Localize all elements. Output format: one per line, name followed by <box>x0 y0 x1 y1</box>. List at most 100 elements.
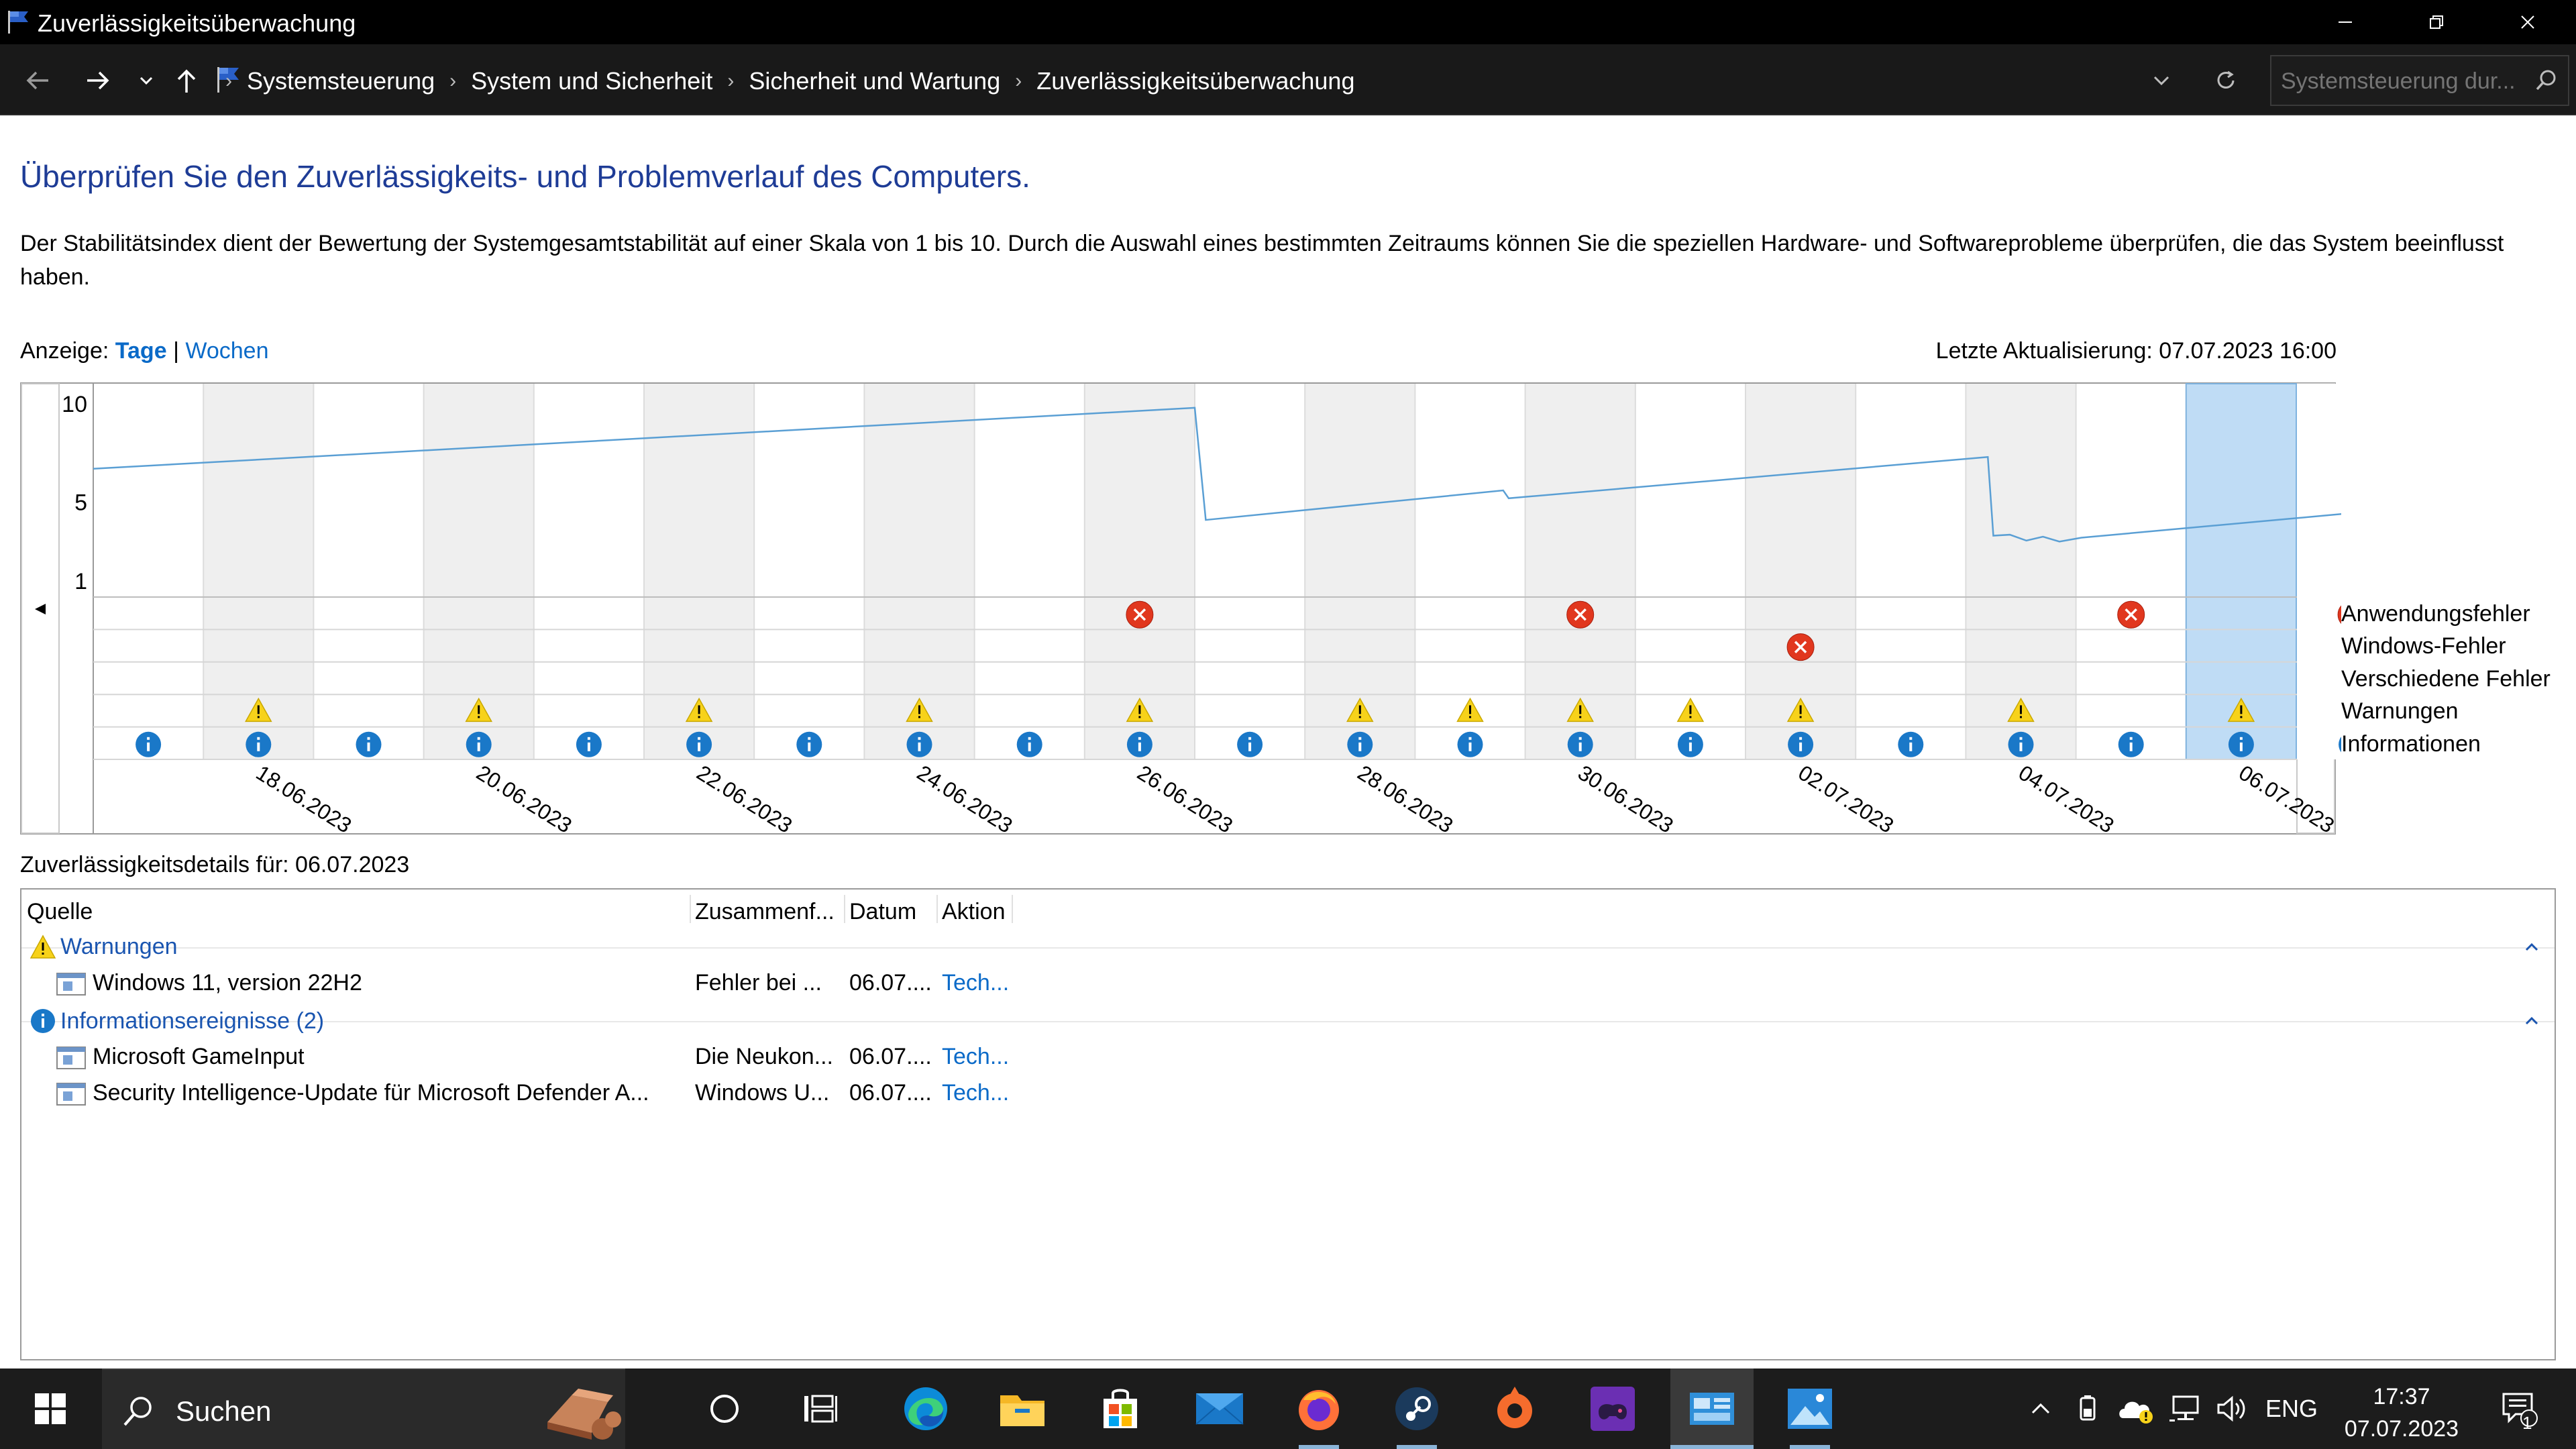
breadcrumb-systemsteuerung[interactable]: Systemsteuerung <box>247 67 435 95</box>
start-button[interactable] <box>13 1368 87 1449</box>
day-column[interactable] <box>1635 384 1746 759</box>
group-header-warnings[interactable]: Warnungen <box>30 934 178 960</box>
collapse-icon[interactable] <box>2522 938 2541 957</box>
column-header-action[interactable]: Aktion <box>942 899 1006 924</box>
breadcrumb-zuverlaessigkeitsueberwachung[interactable]: Zuverlässigkeitsüberwachung <box>1036 67 1355 95</box>
details-list[interactable]: Quelle Zusammenf... Datum Aktion Warnung… <box>20 888 2556 1360</box>
chevron-up-icon <box>2031 1403 2050 1414</box>
row-source: Windows 11, version 22H2 <box>93 970 362 996</box>
restore-button[interactable] <box>2391 0 2482 44</box>
row-action-link[interactable]: Tech... <box>942 970 1010 996</box>
day-column[interactable] <box>93 384 204 759</box>
day-column[interactable] <box>423 384 534 759</box>
column-header-summary[interactable]: Zusammenf... <box>695 899 835 924</box>
day-column[interactable] <box>533 384 644 759</box>
day-column[interactable] <box>2296 384 2341 759</box>
forward-button[interactable] <box>79 62 117 99</box>
stability-index-line <box>93 407 2341 543</box>
search-box[interactable] <box>2270 55 2569 106</box>
selected-day-column[interactable] <box>2186 384 2296 759</box>
info-icon[interactable] <box>2339 732 2341 757</box>
day-column[interactable] <box>1746 384 1856 759</box>
address-dropdown-button[interactable] <box>2143 62 2180 99</box>
row-action-link[interactable]: Tech... <box>942 1080 1010 1106</box>
day-column[interactable] <box>644 384 755 759</box>
back-button[interactable] <box>19 62 56 99</box>
task-view-button[interactable] <box>792 1368 848 1449</box>
day-column[interactable] <box>1966 384 2076 759</box>
day-column[interactable] <box>1415 384 1525 759</box>
day-column[interactable] <box>1305 384 1415 759</box>
taskbar-app-photos[interactable] <box>1776 1368 1843 1449</box>
minimize-button[interactable] <box>2300 0 2391 44</box>
column-divider[interactable] <box>936 895 938 923</box>
tray-language-button[interactable]: ENG <box>2262 1368 2321 1449</box>
recent-locations-button[interactable] <box>127 62 165 99</box>
breadcrumb-system-und-sicherheit[interactable]: System und Sicherheit <box>471 67 713 95</box>
warning-icon-dot <box>1469 716 1471 718</box>
taskbar-app-origin[interactable] <box>1481 1368 1548 1449</box>
column-divider[interactable] <box>690 895 691 923</box>
windows-logo-icon <box>35 1393 66 1424</box>
cortana-button[interactable] <box>698 1368 751 1449</box>
row-action-link[interactable]: Tech... <box>942 1044 1010 1069</box>
taskbar-search[interactable]: Suchen <box>102 1368 625 1449</box>
day-column[interactable] <box>754 384 865 759</box>
photos-icon <box>1788 1389 1832 1429</box>
day-column[interactable] <box>203 384 314 759</box>
taskbar-app-firefox[interactable] <box>1285 1368 1352 1449</box>
group-title: Warnungen <box>60 934 178 959</box>
store-icon <box>1104 1389 1137 1428</box>
tray-battery-button[interactable] <box>2066 1368 2109 1449</box>
view-weeks-link[interactable]: Wochen <box>185 338 269 364</box>
taskbar-app-edge[interactable] <box>892 1368 959 1449</box>
day-column[interactable] <box>1856 384 1966 759</box>
day-column[interactable] <box>2076 384 2186 759</box>
day-column[interactable] <box>1084 384 1195 759</box>
taskbar-app-mail[interactable] <box>1186 1368 1253 1449</box>
tray-onedrive-button[interactable] <box>2113 1368 2160 1449</box>
tray-volume-button[interactable] <box>2211 1368 2254 1449</box>
table-row[interactable]: Microsoft GameInput Die Neukon... 06.07.… <box>21 1038 2555 1075</box>
group-header-information[interactable]: Informationsereignisse (2) <box>30 1008 324 1034</box>
tray-network-button[interactable] <box>2164 1368 2207 1449</box>
taskbar-app-store[interactable] <box>1087 1368 1154 1449</box>
column-header-source[interactable]: Quelle <box>27 899 93 924</box>
notification-count: 1 <box>2522 1413 2532 1433</box>
breadcrumb-sicherheit-und-wartung[interactable]: Sicherheit und Wartung <box>749 67 1001 95</box>
table-row[interactable]: Security Intelligence-Update für Microso… <box>21 1075 2555 1111</box>
day-column[interactable] <box>1525 384 1635 759</box>
tray-clock[interactable]: 17:37 07.07.2023 <box>2328 1381 2475 1445</box>
up-button[interactable] <box>168 62 205 99</box>
column-divider[interactable] <box>844 895 845 923</box>
taskbar-app-control-panel[interactable] <box>1670 1368 1754 1449</box>
search-input[interactable] <box>2281 66 2522 97</box>
taskbar-app-explorer[interactable] <box>989 1368 1056 1449</box>
taskbar-app-steam[interactable] <box>1383 1368 1450 1449</box>
legend-item: Informationen <box>2341 731 2481 757</box>
day-column[interactable] <box>864 384 975 759</box>
day-column[interactable] <box>974 384 1085 759</box>
view-days-link[interactable]: Tage <box>115 338 167 364</box>
warning-icon-mark <box>698 705 700 714</box>
info-icon-mark <box>698 742 701 751</box>
row-source: Security Intelligence-Update für Microso… <box>93 1080 649 1106</box>
day-column[interactable] <box>313 384 424 759</box>
column-header-date[interactable]: Datum <box>849 899 917 924</box>
table-row[interactable]: Windows 11, version 22H2 Fehler bei ... … <box>21 965 2555 1001</box>
warning-icon-dot <box>1799 716 1802 718</box>
close-button[interactable] <box>2482 0 2573 44</box>
show-hidden-icons-button[interactable] <box>2019 1368 2062 1449</box>
search-icon <box>123 1397 152 1426</box>
column-divider[interactable] <box>1012 895 1013 923</box>
error-icon[interactable] <box>2337 601 2341 628</box>
action-center-button[interactable]: 1 <box>2491 1368 2548 1449</box>
address-bar: › Systemsteuerung › System und Sicherhei… <box>0 44 2576 115</box>
refresh-button[interactable] <box>2207 62 2245 99</box>
day-column[interactable] <box>1195 384 1305 759</box>
taskbar-app-game[interactable] <box>1579 1368 1646 1449</box>
info-icon <box>31 1009 55 1033</box>
collapse-icon[interactable] <box>2522 1012 2541 1030</box>
notification-icon <box>2502 1393 2538 1427</box>
